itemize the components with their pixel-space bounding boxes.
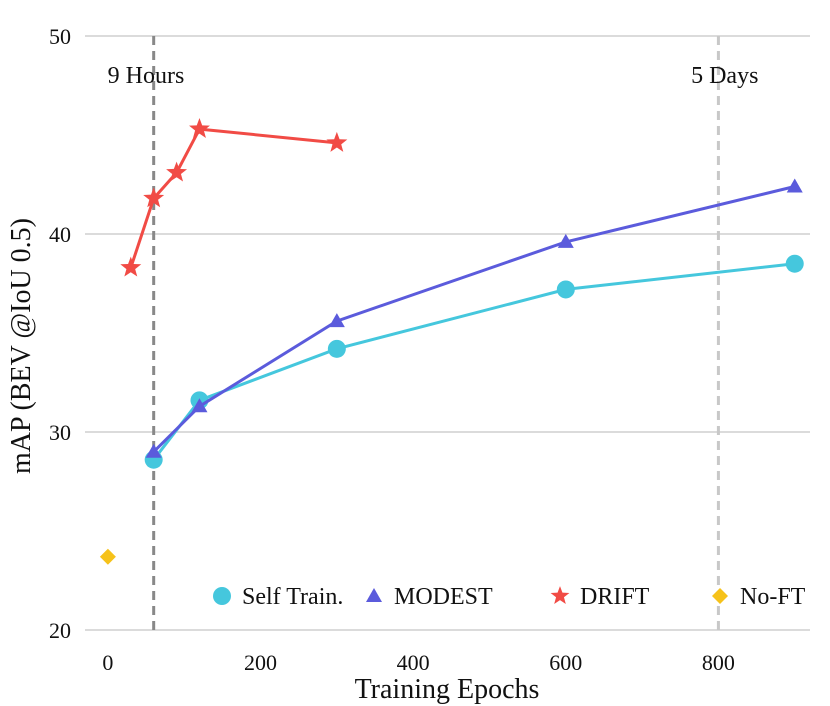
legend-marker bbox=[550, 586, 570, 605]
series-line bbox=[152, 262, 795, 461]
data-point bbox=[328, 313, 345, 328]
y-axis-ticks: 20 30 40 50 bbox=[49, 24, 71, 643]
y-tick-label: 50 bbox=[49, 24, 71, 49]
data-point bbox=[557, 233, 574, 248]
reference-lines: 9 Hours 5 Days bbox=[108, 36, 758, 630]
series-line bbox=[152, 185, 796, 453]
data-point bbox=[327, 339, 346, 358]
legend-label: Self Train. bbox=[242, 584, 343, 610]
y-axis-title: mAP (BEV @IoU 0.5) bbox=[6, 218, 37, 474]
legend-marker bbox=[366, 588, 382, 602]
series-no-ft bbox=[99, 548, 116, 565]
series-layer bbox=[99, 118, 804, 565]
data-point bbox=[120, 256, 142, 277]
data-point bbox=[191, 398, 208, 413]
x-tick-label: 200 bbox=[244, 650, 277, 675]
series-drift bbox=[120, 118, 348, 277]
x-tick-label: 800 bbox=[702, 650, 735, 675]
legend-label: MODEST bbox=[394, 584, 493, 610]
legend: Self Train. MODEST DRIFT No-FT bbox=[213, 584, 806, 610]
x-axis-title: Training Epochs bbox=[355, 674, 540, 705]
y-tick-label: 20 bbox=[49, 618, 71, 643]
legend-marker bbox=[712, 588, 728, 604]
reference-line-label: 5 Days bbox=[691, 63, 758, 89]
data-point bbox=[143, 187, 165, 208]
legend-item: No-FT bbox=[712, 584, 806, 610]
x-tick-label: 400 bbox=[397, 650, 430, 675]
x-tick-label: 0 bbox=[102, 650, 113, 675]
legend-item: MODEST bbox=[366, 584, 493, 610]
reference-line-label: 9 Hours bbox=[108, 63, 185, 89]
data-point bbox=[785, 254, 804, 273]
data-point bbox=[189, 118, 210, 138]
series-modest bbox=[145, 178, 803, 458]
data-point bbox=[556, 280, 575, 299]
legend-item: Self Train. bbox=[213, 584, 343, 610]
grid-lines bbox=[85, 35, 810, 631]
data-point bbox=[326, 131, 348, 152]
legend-label: DRIFT bbox=[580, 584, 650, 610]
y-tick-label: 40 bbox=[49, 222, 71, 247]
legend-item: DRIFT bbox=[550, 584, 650, 610]
series-line bbox=[129, 127, 337, 269]
data-point bbox=[99, 548, 116, 565]
legend-marker bbox=[213, 587, 231, 605]
data-point bbox=[786, 178, 803, 193]
x-tick-label: 600 bbox=[549, 650, 582, 675]
data-point bbox=[166, 161, 188, 182]
x-axis-ticks: 0 200 400 600 800 bbox=[102, 650, 735, 675]
series-self-train bbox=[144, 254, 804, 469]
data-point bbox=[145, 443, 162, 458]
legend-label: No-FT bbox=[740, 584, 806, 610]
y-tick-label: 30 bbox=[49, 420, 71, 445]
